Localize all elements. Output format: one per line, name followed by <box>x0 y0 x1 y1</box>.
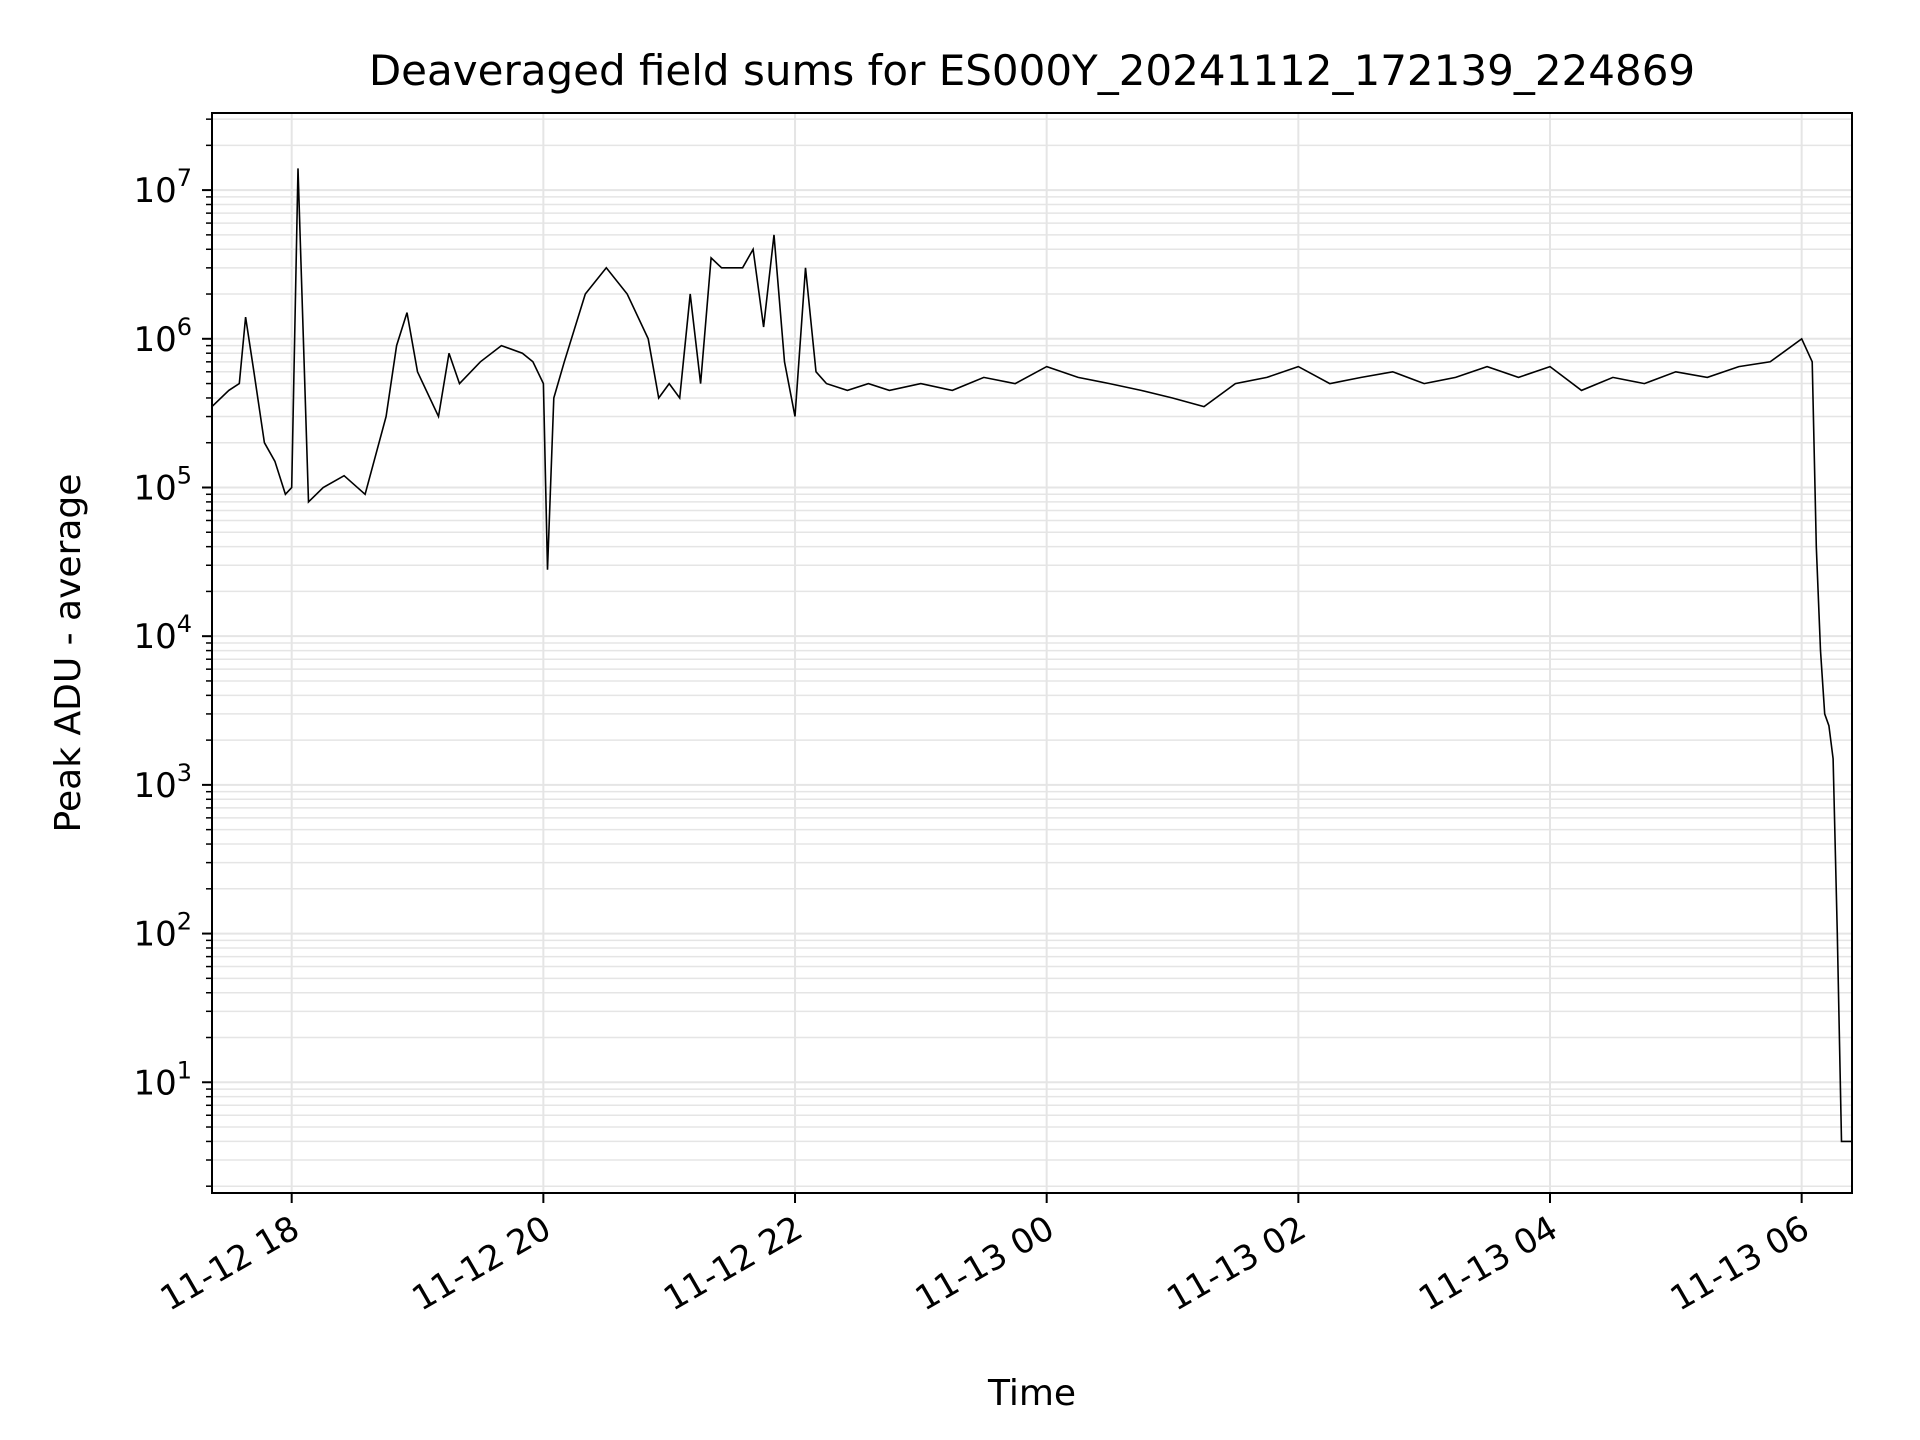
plot-area <box>211 168 1852 1143</box>
y-tick-label: 103 <box>133 759 192 806</box>
y-tick-label: 102 <box>133 908 192 955</box>
y-tick-label: 106 <box>133 313 192 360</box>
y-tick-label: 101 <box>133 1056 192 1103</box>
chart-title: Deaveraged field sums for ES000Y_2024111… <box>369 46 1695 95</box>
grid <box>212 113 1852 1193</box>
y-axis: 101 102 103 104 105 106 107 <box>133 118 212 1187</box>
y-axis-label: Peak ADU - average <box>48 474 89 833</box>
y-tick-label: 107 <box>133 164 192 211</box>
y-tick-label: 104 <box>133 610 192 657</box>
y-tick-label: 105 <box>133 461 192 508</box>
series-line <box>211 168 1852 1143</box>
plot-frame <box>211 112 1853 1194</box>
x-axis-label: Time <box>987 1373 1076 1414</box>
